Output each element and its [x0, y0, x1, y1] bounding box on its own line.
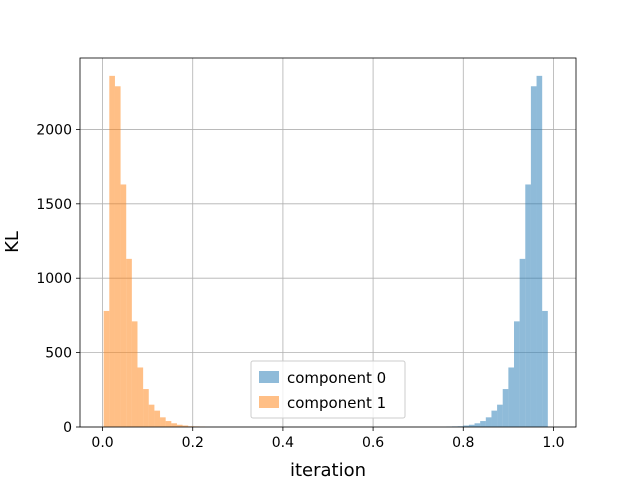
histogram-bar	[520, 259, 526, 427]
legend-label: component 0	[287, 369, 386, 387]
histogram-bar	[514, 321, 520, 427]
legend-label: component 1	[287, 394, 386, 412]
y-tick-label: 1000	[36, 271, 72, 287]
histogram-bar	[531, 86, 537, 427]
y-axis-ticks: 0 500 1000 1500 2000	[36, 122, 80, 436]
histogram-bar	[166, 421, 172, 427]
series-1-bars	[104, 76, 205, 427]
x-tick-label: 0.2	[182, 435, 204, 451]
y-tick-label: 0	[63, 420, 72, 436]
histogram-bar	[115, 86, 121, 427]
y-tick-label: 500	[45, 346, 72, 362]
legend-swatch	[259, 371, 279, 383]
x-tick-label: 0.8	[452, 435, 474, 451]
histogram-bar	[497, 405, 503, 427]
x-tick-label: 0.0	[91, 435, 113, 451]
histogram-bar	[542, 311, 548, 427]
histogram-bar	[525, 184, 531, 427]
legend-swatch	[259, 396, 279, 408]
histogram-bar	[503, 389, 509, 427]
legend: component 0 component 1	[251, 361, 405, 418]
histogram-bar	[171, 423, 177, 427]
histogram-bar	[491, 411, 497, 427]
histogram-bar	[475, 423, 481, 427]
x-axis-label: iteration	[290, 460, 366, 480]
histogram-bar	[160, 417, 166, 427]
histogram-bar	[486, 417, 492, 427]
series-0-bars	[446, 76, 547, 427]
histogram-bar	[143, 389, 149, 427]
histogram-bar	[104, 311, 110, 427]
histogram-bar	[109, 76, 115, 427]
histogram-bar	[126, 259, 132, 427]
histogram-bar	[137, 367, 143, 427]
x-axis-ticks: 0.0 0.2 0.4 0.6 0.8 1.0	[91, 427, 564, 451]
histogram-bar	[121, 184, 127, 427]
histogram-bar	[508, 367, 514, 427]
histogram-bar	[154, 411, 160, 427]
histogram-bar	[537, 76, 543, 427]
y-tick-label: 1500	[36, 197, 72, 213]
x-tick-label: 0.4	[272, 435, 294, 451]
histogram-bar	[149, 405, 155, 427]
x-tick-label: 0.6	[362, 435, 384, 451]
y-tick-label: 2000	[36, 122, 72, 138]
histogram-bar	[480, 421, 486, 427]
y-axis-label: KL	[2, 231, 23, 253]
x-tick-label: 1.0	[542, 435, 564, 451]
histogram-bar	[132, 321, 138, 427]
